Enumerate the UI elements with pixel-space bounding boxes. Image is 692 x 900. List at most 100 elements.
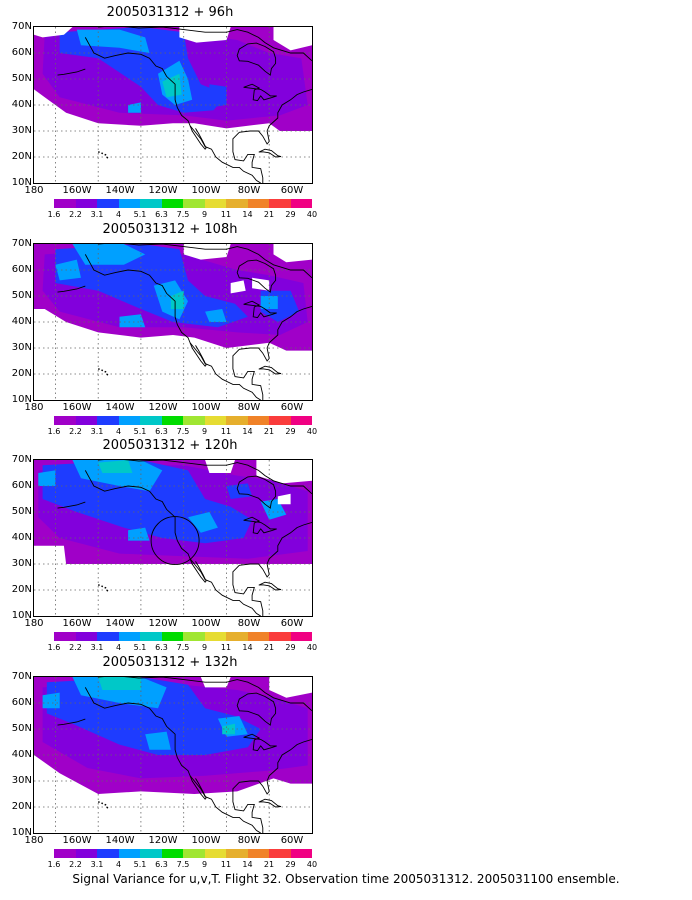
colorbar-swatch [183, 632, 205, 641]
coastline [189, 125, 207, 150]
coastline [258, 365, 282, 375]
colorbar-swatch [183, 416, 205, 425]
latitude-label: 10N [11, 177, 32, 188]
variance-contour [42, 692, 60, 709]
variance-contour [269, 677, 312, 698]
longitude-label: 180 [24, 835, 44, 846]
longitude-label: 60W [280, 618, 304, 629]
colorbar-label: 4 [115, 860, 122, 869]
colorbar-label: 21 [263, 860, 275, 869]
colorbar-label: 5.1 [133, 860, 147, 869]
colorbar-swatch [226, 849, 248, 858]
latitude-label: 50N [11, 723, 32, 734]
colorbar-swatch [140, 632, 162, 641]
colorbar-swatch [118, 416, 140, 425]
colorbar-label: 29 [285, 210, 296, 219]
variance-contour [260, 499, 287, 520]
longitude-label: 180 [24, 402, 44, 413]
longitude-label: 60W [280, 185, 304, 196]
coastline [84, 37, 261, 183]
colorbar-label: 6.3 [155, 643, 168, 652]
variance-contour [145, 731, 171, 750]
latitude-label: 40N [11, 749, 32, 760]
colorbar-swatch [226, 199, 248, 208]
longitude-label: 60W [280, 402, 304, 413]
colorbar-label: 40 [306, 210, 318, 219]
colorbar-label: 21 [263, 643, 275, 652]
latitude-label: 20N [11, 151, 32, 162]
figure-caption: Signal Variance for u,v,T. Flight 32. Ob… [72, 872, 620, 886]
colorbar-label: 21 [263, 210, 275, 219]
colorbar-swatch [290, 632, 312, 641]
variance-contour [273, 244, 312, 263]
coastline [236, 42, 277, 76]
map-frame [33, 459, 313, 617]
coastline [236, 475, 277, 509]
colorbar-swatch [204, 416, 226, 425]
colorbar-label: 6.3 [155, 427, 168, 436]
variance-contour [72, 244, 146, 265]
latitude-label: 10N [11, 827, 32, 838]
colorbar-swatch [54, 632, 76, 641]
colorbar-label: 1.6 [47, 427, 61, 436]
coastline [236, 692, 277, 726]
variance-contour [209, 84, 227, 108]
colorbar-label: 9 [201, 210, 208, 219]
latitude-label: 40N [11, 99, 32, 110]
map-frame [33, 676, 313, 834]
colorbar-label: 14 [242, 427, 253, 436]
colorbar-swatch [75, 199, 97, 208]
longitude-label: 160W [62, 185, 92, 196]
latitude-label: 10N [11, 610, 32, 621]
latitude-label: 60N [11, 480, 32, 491]
target-circle [150, 516, 200, 566]
variance-contour [98, 460, 133, 473]
colorbar-swatch [140, 199, 162, 208]
colorbar-label: 1.6 [47, 643, 61, 652]
variance-contour [277, 493, 291, 505]
colorbar-label: 7.5 [176, 643, 190, 652]
coastline [258, 148, 282, 158]
latitude-label: 70N [11, 238, 32, 249]
variance-map [34, 677, 312, 833]
latitude-label: 40N [11, 532, 32, 543]
panel-title: 2005031312 + 108h [102, 222, 238, 237]
latitude-label: 30N [11, 125, 32, 136]
colorbar-label: 7.5 [176, 860, 190, 869]
variance-contour [273, 27, 312, 51]
longitude-label: 160W [62, 402, 92, 413]
colorbar-swatch [118, 849, 140, 858]
colorbar-swatch [226, 416, 248, 425]
colorbar-label: 14 [242, 210, 253, 219]
forecast-panel: 2005031312 + 108h 70N 60N 50N 40N 30N 20N 10N 18… [0, 222, 340, 439]
colorbar-swatch [97, 849, 119, 858]
variance-contour [205, 460, 235, 473]
latitude-label: 30N [11, 342, 32, 353]
colorbar-label: 9 [201, 643, 208, 652]
longitude-label: 80W [237, 618, 261, 629]
colorbar-label: 2.2 [69, 210, 82, 219]
coastline [232, 88, 312, 183]
colorbar-label: 4 [115, 643, 122, 652]
colorbar-label: 3.1 [90, 210, 104, 219]
latitude-label: 50N [11, 506, 32, 517]
colorbar-label: 11 [220, 210, 232, 219]
colorbar-label: 7.5 [176, 210, 190, 219]
coastline [243, 516, 277, 535]
colorbar-swatch [161, 199, 183, 208]
panel-title: 2005031312 + 132h [102, 655, 238, 670]
variance-contour [205, 309, 227, 322]
coastline [232, 738, 312, 833]
variance-contour [72, 677, 167, 709]
colorbar-label: 3.1 [90, 427, 104, 436]
variance-contour [55, 259, 81, 281]
panel-title: 2005031312 + 96h [106, 5, 234, 20]
colorbar-swatch [161, 416, 183, 425]
colorbar-swatch [204, 849, 226, 858]
coastline [189, 558, 207, 583]
variance-contour [76, 29, 150, 53]
latitude-label: 50N [11, 290, 32, 301]
variance-contour [34, 27, 73, 38]
colorbar-label: 3.1 [90, 860, 104, 869]
colorbar-label: 40 [306, 427, 318, 436]
